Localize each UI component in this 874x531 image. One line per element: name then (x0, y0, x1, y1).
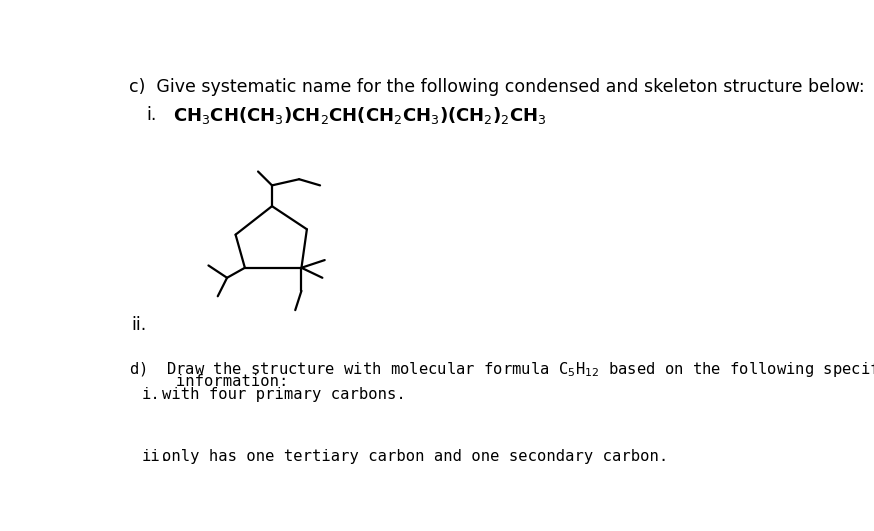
Text: information:: information: (128, 374, 288, 389)
Text: d)  Draw the structure with molecular formula C$_5$H$_{12}$ based on the followi: d) Draw the structure with molecular for… (128, 360, 874, 379)
Text: c)  Give systematic name for the following condensed and skeleton structure belo: c) Give systematic name for the followin… (128, 78, 864, 96)
Text: i.: i. (142, 387, 161, 402)
Text: with four primary carbons.: with four primary carbons. (162, 387, 406, 402)
Text: ii.: ii. (142, 449, 170, 464)
Text: ii.: ii. (131, 316, 146, 335)
Text: only has one tertiary carbon and one secondary carbon.: only has one tertiary carbon and one sec… (162, 449, 669, 464)
Text: i.: i. (147, 106, 156, 124)
Text: CH$_3$CH(CH$_3$)CH$_2$CH(CH$_2$CH$_3$)(CH$_2$)$_2$CH$_3$: CH$_3$CH(CH$_3$)CH$_2$CH(CH$_2$CH$_3$)(C… (173, 105, 546, 125)
